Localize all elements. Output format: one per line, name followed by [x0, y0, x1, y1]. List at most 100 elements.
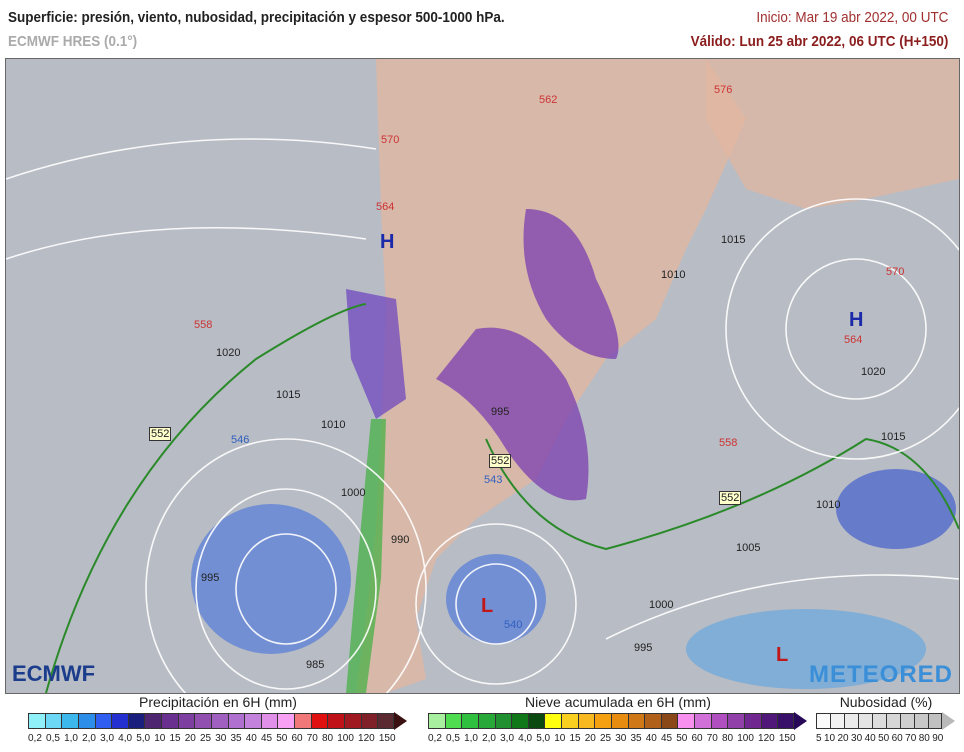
color-swatch — [161, 713, 178, 729]
isobar-label: 995 — [201, 572, 220, 584]
color-swatch — [494, 713, 512, 729]
legend-tick: 3,0 — [100, 733, 115, 744]
legend-tick: 4,0 — [118, 733, 133, 744]
isobar-label: 1015 — [881, 431, 906, 443]
thickness-label: 576 — [714, 84, 733, 96]
legend-tick: 40 — [245, 733, 257, 744]
isobar-label: 1010 — [816, 499, 841, 511]
color-swatch — [210, 713, 228, 729]
precip-area-chile — [346, 289, 406, 419]
legend-tick: 10 — [823, 733, 836, 744]
legend-tick: 60 — [691, 733, 703, 744]
thickness-label: 552 — [149, 427, 172, 441]
legend-tick: 30 — [851, 733, 863, 744]
thickness-label: 543 — [484, 474, 503, 486]
color-swatch — [28, 713, 45, 729]
color-swatch — [627, 713, 645, 729]
color-swatch — [44, 713, 62, 729]
isobar-label: 990 — [391, 534, 410, 546]
legend-title: Nubosidad (%) — [839, 694, 933, 710]
legend-tick: 40 — [864, 733, 876, 744]
color-swatch — [644, 713, 661, 729]
thickness-label: 570 — [381, 134, 400, 146]
legend-tick: 120 — [758, 733, 775, 744]
color-swatch — [660, 713, 678, 729]
color-swatch — [343, 713, 361, 729]
legend-tick: 45 — [660, 733, 673, 744]
thickness-label: 562 — [539, 94, 558, 106]
thickness-label: 564 — [844, 334, 863, 346]
legend-tick: 0,5 — [46, 733, 60, 744]
init-time: Inicio: Mar 19 abr 2022, 00 UTC — [755, 9, 948, 26]
legend-tick: 15 — [169, 733, 181, 744]
legend-tick: 35 — [230, 733, 242, 744]
legend-tick: 60 — [291, 733, 303, 744]
color-swatch — [77, 713, 95, 729]
legend-tick: 4,0 — [518, 733, 533, 744]
color-swatch — [527, 713, 545, 729]
color-swatch — [900, 713, 914, 729]
legend-tick: 25 — [599, 733, 612, 744]
thickness-label: 570 — [886, 266, 905, 278]
precip-area-south — [686, 609, 926, 689]
legend-tick: 50 — [878, 733, 890, 744]
color-bar — [28, 712, 408, 730]
color-swatch — [544, 713, 561, 729]
precip-area-central — [436, 327, 589, 501]
legend-tick: 35 — [630, 733, 642, 744]
legend-tick: 2,0 — [82, 733, 96, 744]
legend-tick: 150 — [378, 733, 396, 744]
legend-tick: 10 — [154, 733, 166, 744]
isobar-label: 1015 — [276, 389, 301, 401]
color-swatch — [914, 713, 928, 729]
map-title: Superficie: presión, viento, nubosidad, … — [8, 9, 505, 26]
color-swatch — [594, 713, 611, 729]
thickness-label: 558 — [719, 437, 738, 449]
isobar-label: 1010 — [661, 269, 686, 281]
color-swatch — [360, 713, 378, 729]
model-name: ECMWF HRES (0.1°) — [8, 33, 138, 50]
legend-tick: 5,0 — [536, 733, 551, 744]
legend-tick: 15 — [569, 733, 581, 744]
legend-tick: 70 — [706, 733, 718, 744]
weather-map[interactable]: 1020 1015 1010 1000 995 990 985 995 1010… — [5, 58, 960, 694]
legend-title: Nieve acumulada en 6H (mm) — [525, 694, 711, 710]
legend-tick: 80 — [918, 733, 930, 744]
legend-title: Precipitación en 6H (mm) — [139, 694, 297, 710]
legend-ticks: 0,2 0,5 1,0 2,0 3,0 4,0 5,0 10 15 20 25 30 35 40 45 50 6… — [428, 733, 796, 744]
legend-tick: 60 — [891, 733, 903, 744]
color-swatch — [127, 713, 145, 729]
isobar-label: 1000 — [341, 487, 366, 499]
thickness-label: 540 — [504, 619, 523, 631]
precip-area-low-east — [836, 469, 956, 549]
legend-tick: 50 — [676, 733, 688, 744]
color-swatch — [858, 713, 872, 729]
color-swatch — [710, 713, 728, 729]
legend-tick: 70 — [905, 733, 917, 744]
isobar-label: 985 — [306, 659, 325, 671]
color-swatch — [94, 713, 112, 729]
legend-tick: 3,0 — [500, 733, 515, 744]
meteored-logo: METEORED — [808, 661, 953, 688]
legend-tick: 5 — [816, 733, 822, 744]
legend-ticks: 5 10 20 30 40 50 60 70 80 90 — [816, 733, 943, 744]
overflow-arrow — [793, 712, 807, 730]
color-swatch — [511, 713, 528, 729]
low-pressure-marker: L — [776, 644, 789, 666]
color-swatch — [830, 713, 844, 729]
color-swatch — [928, 713, 942, 729]
legend-tick: 120 — [358, 733, 375, 744]
color-bar — [428, 712, 808, 730]
isobar-label: 1020 — [216, 347, 241, 359]
color-swatch — [111, 713, 128, 729]
color-bar — [816, 712, 956, 730]
color-swatch — [444, 713, 462, 729]
precip-legend: Precipitación en 6H (mm) 0,2 0,5 1,0 2,0 3,0… — [28, 694, 408, 744]
cloud-legend: Nubosidad (%) 5 10 20 30 40 50 60 70 80 90 — [816, 694, 956, 744]
isobar-label: 995 — [491, 406, 510, 418]
low-pressure-marker: L — [481, 595, 494, 617]
thickness-label: 546 — [231, 434, 250, 446]
color-swatch — [610, 713, 628, 729]
isobar-label: 995 — [634, 642, 653, 654]
legend-tick: 0,2 — [28, 733, 42, 744]
